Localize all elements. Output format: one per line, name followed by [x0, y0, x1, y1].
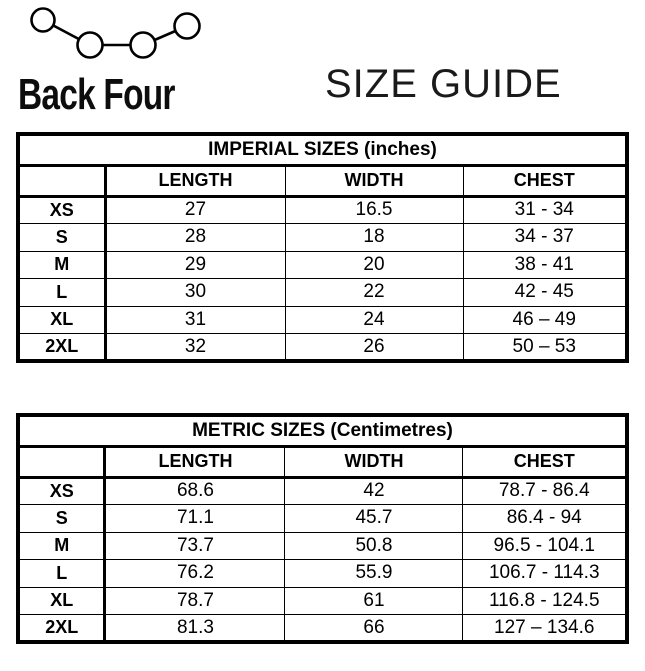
- size-label-cell: L: [17, 278, 107, 307]
- measurement-cell: 66: [284, 614, 464, 643]
- size-label-cell: 2XL: [17, 614, 107, 643]
- measurement-cell: 42 - 45: [462, 278, 628, 307]
- measurement-cell: 42: [284, 476, 464, 505]
- size-label-cell: 2XL: [17, 333, 107, 362]
- measurement-cell: 106.7 - 114.3: [462, 559, 628, 588]
- column-header-chest: CHEST: [462, 446, 627, 479]
- connected-dots-icon: [30, 7, 201, 59]
- table-title: IMPERIAL SIZES (inches): [18, 134, 627, 167]
- table-header-row: LENGTH WIDTH CHEST: [18, 165, 627, 198]
- measurement-cell: 26: [284, 333, 464, 362]
- measurement-cell: 29: [104, 250, 286, 279]
- measurement-cell: 71.1: [104, 504, 286, 533]
- measurement-cell: 81.3: [104, 614, 286, 643]
- size-row: 2XL 81.3 66 127 – 134.6: [17, 614, 628, 643]
- table-title-row: IMPERIAL SIZES (inches): [18, 134, 627, 167]
- tables-section: IMPERIAL SIZES (inches) LENGTH WIDTH CHE…: [0, 132, 645, 644]
- measurement-cell: 50 – 53: [462, 333, 628, 362]
- measurement-cell: 50.8: [284, 531, 464, 560]
- measurement-cell: 46 – 49: [462, 305, 628, 334]
- measurement-cell: 27: [104, 195, 286, 224]
- size-label-cell: S: [17, 504, 107, 533]
- size-row: XL 78.7 61 116.8 - 124.5: [17, 586, 628, 615]
- size-label-cell: M: [17, 250, 107, 279]
- size-row: XS 68.6 42 78.7 - 86.4: [17, 476, 628, 505]
- table-title-row: METRIC SIZES (Centimetres): [17, 415, 627, 448]
- size-row: XS 27 16.5 31 - 34: [17, 195, 628, 224]
- measurement-cell: 31: [104, 305, 286, 334]
- measurement-cell: 34 - 37: [462, 223, 628, 252]
- measurement-cell: 116.8 - 124.5: [462, 586, 628, 615]
- size-row: S 71.1 45.7 86.4 - 94: [17, 504, 628, 533]
- measurement-cell: 61: [284, 586, 464, 615]
- measurement-cell: 127 – 134.6: [462, 614, 628, 643]
- header: Back Four SIZE GUIDE: [0, 0, 645, 132]
- measurement-cell: 30: [104, 278, 286, 307]
- metric-sizes-table: METRIC SIZES (Centimetres) LENGTH WIDTH …: [15, 413, 629, 644]
- measurement-cell: 55.9: [284, 559, 464, 588]
- measurement-cell: 76.2: [104, 559, 286, 588]
- size-label-cell: L: [17, 559, 107, 588]
- brand-logo: Back Four: [18, 6, 238, 120]
- measurement-cell: 32: [104, 333, 286, 362]
- size-label-cell: XS: [17, 476, 107, 505]
- size-row: 2XL 32 26 50 – 53: [17, 333, 628, 362]
- page-title: SIZE GUIDE: [325, 62, 562, 106]
- measurement-cell: 38 - 41: [462, 250, 628, 279]
- measurement-cell: 22: [284, 278, 464, 307]
- measurement-cell: 68.6: [104, 476, 286, 505]
- measurement-cell: 18: [284, 223, 464, 252]
- column-header-chest: CHEST: [462, 165, 627, 198]
- measurement-cell: 73.7: [104, 531, 286, 560]
- measurement-cell: 24: [284, 305, 464, 334]
- imperial-sizes-table: IMPERIAL SIZES (inches) LENGTH WIDTH CHE…: [16, 132, 629, 363]
- size-label-cell: XL: [17, 305, 107, 334]
- size-row: M 73.7 50.8 96.5 - 104.1: [17, 531, 628, 560]
- column-header-size: [18, 165, 107, 198]
- measurement-cell: 96.5 - 104.1: [462, 531, 628, 560]
- size-row: L 30 22 42 - 45: [17, 278, 628, 307]
- column-header-length: LENGTH: [104, 165, 285, 198]
- size-row: S 28 18 34 - 37: [17, 223, 628, 252]
- brand-name: Back Four: [18, 70, 175, 119]
- size-row: M 29 20 38 - 41: [17, 250, 628, 279]
- size-label-cell: M: [17, 531, 107, 560]
- measurement-cell: 16.5: [284, 195, 464, 224]
- column-header-size: [17, 446, 107, 479]
- table-header-row: LENGTH WIDTH CHEST: [17, 446, 627, 479]
- table-title: METRIC SIZES (Centimetres): [17, 415, 627, 448]
- size-label-cell: XS: [17, 195, 107, 224]
- size-label-cell: S: [17, 223, 107, 252]
- size-row: L 76.2 55.9 106.7 - 114.3: [17, 559, 628, 588]
- size-label-cell: XL: [17, 586, 107, 615]
- column-header-width: WIDTH: [284, 446, 463, 479]
- column-header-length: LENGTH: [104, 446, 285, 479]
- measurement-cell: 20: [284, 250, 464, 279]
- measurement-cell: 78.7 - 86.4: [462, 476, 628, 505]
- measurement-cell: 86.4 - 94: [462, 504, 628, 533]
- measurement-cell: 78.7: [104, 586, 286, 615]
- measurement-cell: 45.7: [284, 504, 464, 533]
- size-row: XL 31 24 46 – 49: [17, 305, 628, 334]
- measurement-cell: 28: [104, 223, 286, 252]
- column-header-width: WIDTH: [284, 165, 463, 198]
- measurement-cell: 31 - 34: [462, 195, 628, 224]
